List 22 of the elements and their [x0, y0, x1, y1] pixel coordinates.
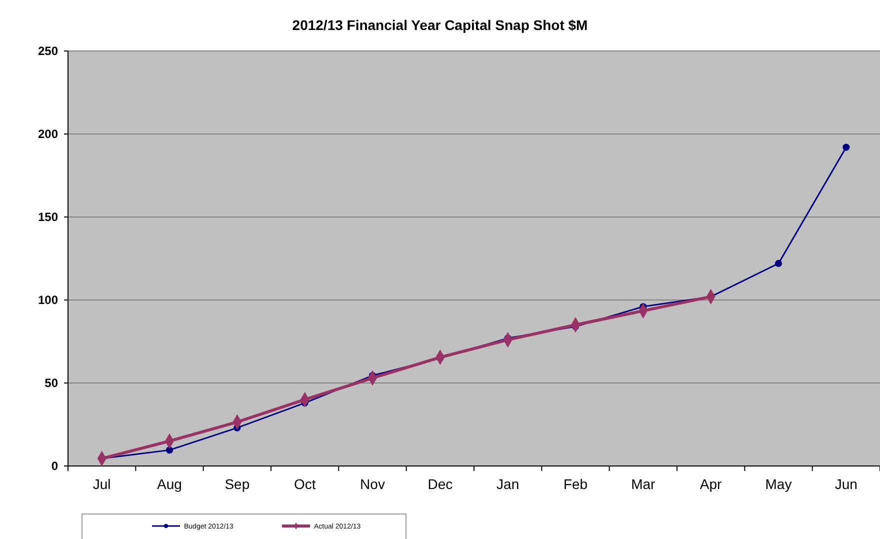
y-tick-label: 100 — [38, 293, 58, 308]
x-tick-label: Dec — [428, 476, 453, 492]
x-tick-label: Feb — [563, 476, 588, 492]
x-tick-label: Mar — [631, 476, 656, 492]
x-tick-label: Oct — [294, 476, 316, 492]
chart-title: 2012/13 Financial Year Capital Snap Shot $M — [292, 17, 588, 33]
x-tick-label: Jun — [834, 476, 858, 492]
point — [166, 446, 174, 454]
y-tick-label: 0 — [51, 459, 58, 474]
x-tick-label: Apr — [700, 476, 722, 492]
x-tick-label: Nov — [360, 476, 385, 492]
point — [842, 144, 850, 151]
x-tick-label: Aug — [157, 476, 182, 492]
point — [774, 260, 782, 268]
x-tick-label: Jan — [496, 476, 520, 492]
x-tick-label: May — [765, 476, 792, 492]
x-tick-label: Sep — [224, 476, 250, 492]
y-tick-label: 200 — [38, 127, 58, 142]
y-tick-label: 50 — [44, 376, 58, 390]
y-tick-label: 250 — [38, 44, 58, 58]
x-tick-label: Jul — [92, 476, 111, 492]
y-tick-label: 150 — [38, 210, 58, 224]
